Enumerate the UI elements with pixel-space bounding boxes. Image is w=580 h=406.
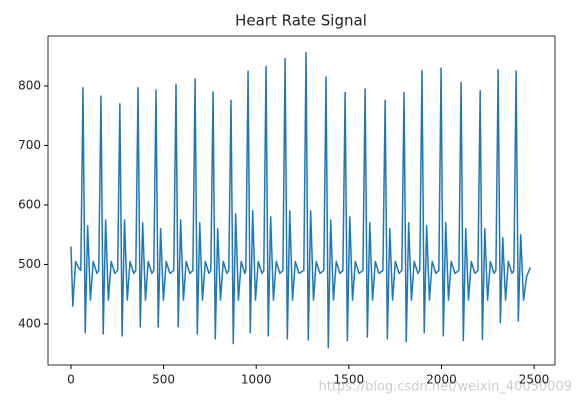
- plot-frame: [47, 35, 556, 366]
- x-tick-label: 2500: [519, 373, 550, 387]
- x-tick-label: 500: [152, 373, 175, 387]
- chart-title: Heart Rate Signal: [235, 12, 367, 30]
- y-tick-label: 800: [18, 78, 41, 92]
- x-tick-label: 1500: [334, 373, 365, 387]
- x-tick-label: 2000: [426, 373, 457, 387]
- watermark: https://blog.csdn.net/weixin_40050009: [318, 380, 572, 395]
- x-tick-label: 1000: [241, 373, 272, 387]
- y-tick-label: 400: [18, 316, 41, 330]
- y-tick-label: 700: [18, 138, 41, 152]
- y-tick-label: 600: [18, 197, 41, 211]
- x-tick-label: 0: [67, 373, 75, 387]
- y-tick-label: 500: [18, 257, 41, 271]
- line: [70, 51, 532, 349]
